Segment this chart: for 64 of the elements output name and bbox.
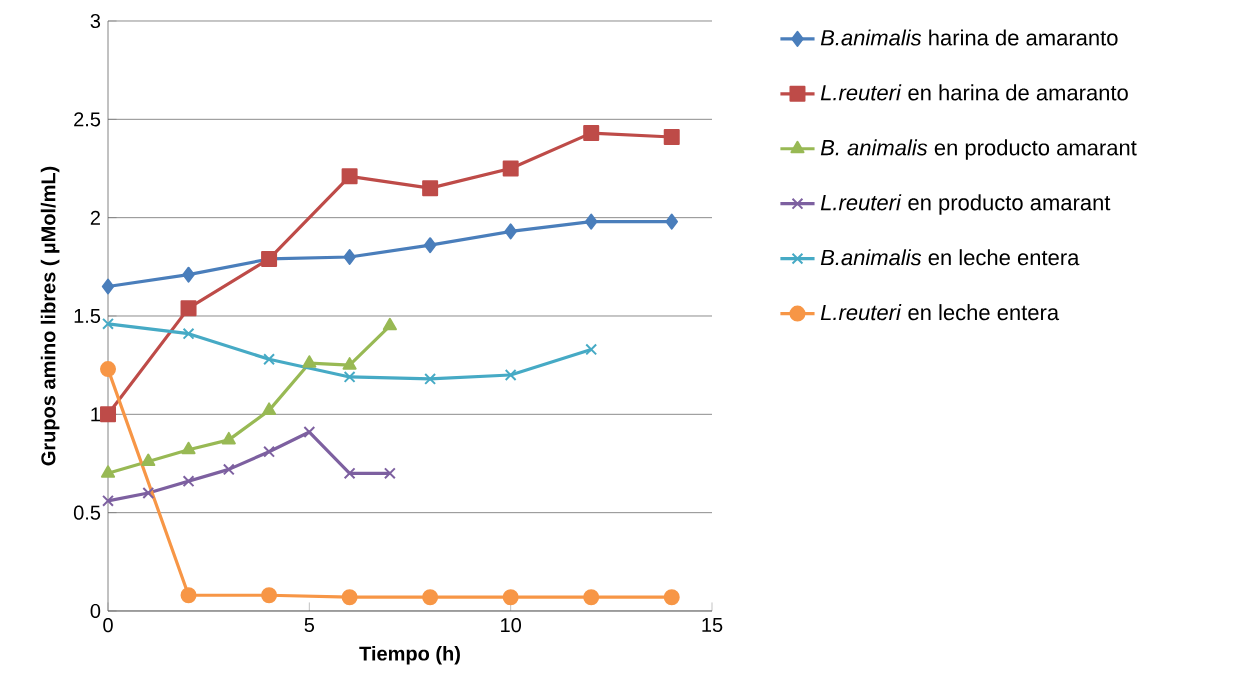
point <box>504 223 517 240</box>
point <box>100 406 117 423</box>
point <box>141 453 156 467</box>
point <box>504 369 517 381</box>
legend-label: B.animalis en leche entera <box>820 249 1080 266</box>
point <box>423 237 437 254</box>
point <box>263 353 276 366</box>
point <box>261 587 278 604</box>
point <box>182 327 195 340</box>
point <box>303 426 316 438</box>
point <box>263 445 276 458</box>
point <box>424 372 437 385</box>
y-tick-label: 0.5 <box>73 505 101 520</box>
point <box>180 300 197 317</box>
point <box>101 278 115 295</box>
x-tick-label: 5 <box>304 618 315 632</box>
point <box>502 589 519 606</box>
point <box>663 129 680 146</box>
x-tick-label: 0 <box>103 618 113 633</box>
legend-label: L.reuteri en leche entera <box>820 304 1060 321</box>
point <box>181 441 196 455</box>
point <box>343 248 356 265</box>
point <box>422 589 439 606</box>
point <box>502 160 519 177</box>
point <box>663 589 680 606</box>
point <box>343 467 356 480</box>
point <box>584 213 598 230</box>
point <box>583 125 600 142</box>
point <box>102 317 114 330</box>
legend-label: B. animalis en producto amarant <box>820 139 1137 160</box>
x-tick-label: 10 <box>501 618 522 633</box>
point <box>342 357 357 370</box>
point <box>262 402 277 415</box>
y-tick-label: 1 <box>91 407 100 422</box>
point <box>583 589 600 606</box>
point <box>182 475 195 488</box>
point <box>142 487 155 499</box>
point <box>422 180 439 197</box>
point <box>182 266 195 283</box>
legend-label: L.reuteri en harina de amaranto <box>820 84 1128 101</box>
point <box>222 463 235 476</box>
point <box>383 467 396 480</box>
point <box>382 317 397 331</box>
point <box>341 589 358 606</box>
point <box>100 465 116 478</box>
point <box>343 371 356 383</box>
x-axis-title: Tiempo (h) <box>359 645 460 665</box>
y-tick-label: 2.5 <box>74 112 101 127</box>
legend-label: B.animalis harina de amaranto <box>820 29 1118 46</box>
legend-label: L.reuteri en producto amarant <box>820 194 1111 215</box>
point <box>102 494 114 507</box>
point <box>180 587 197 604</box>
point <box>585 343 598 356</box>
y-tick-label: 0 <box>90 603 101 619</box>
point <box>665 213 678 230</box>
y-axis-title: Grupos amino libres ( µMol/mL) <box>40 166 60 466</box>
point <box>341 168 358 185</box>
point <box>302 355 317 368</box>
point <box>221 431 236 445</box>
y-tick-label: 2 <box>90 210 100 225</box>
y-tick-label: 3 <box>90 13 101 29</box>
point <box>100 361 117 378</box>
x-tick-label: 15 <box>702 618 723 632</box>
y-tick-label: 1.5 <box>74 309 101 323</box>
